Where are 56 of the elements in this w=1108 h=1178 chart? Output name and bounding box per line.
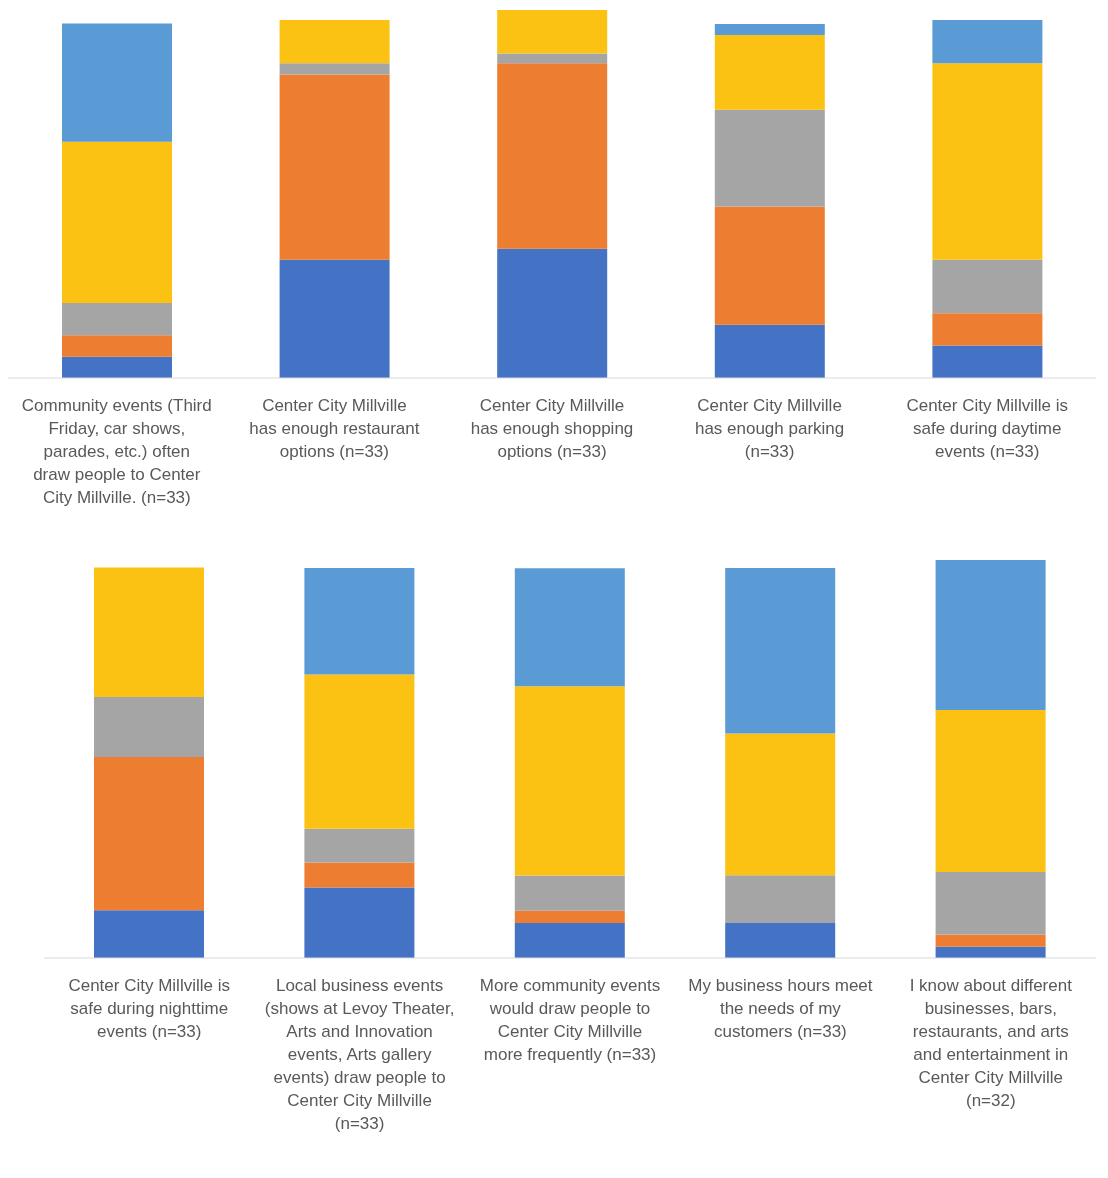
bar: [714, 206, 825, 325]
bar: [935, 934, 1046, 947]
bar: [932, 19, 1043, 64]
bar: [935, 560, 1046, 711]
bar: [94, 757, 204, 911]
bar: [935, 872, 1046, 935]
bar: [304, 887, 415, 958]
bar: [932, 313, 1043, 346]
bar: [725, 733, 836, 876]
bar: [714, 23, 825, 36]
bar: [514, 568, 625, 687]
bar: [935, 946, 1046, 958]
bar: [279, 259, 390, 378]
bar: [932, 345, 1043, 378]
x-tick-label: Community events (Third Friday, car shows, parades, etc.) often draw people to Center City Millville. (n=33): [21, 396, 212, 507]
bar: [514, 686, 625, 876]
x-tick-label: Center City Millville has enough restaurant options (n=33): [249, 396, 420, 461]
bar: [62, 141, 172, 303]
bar: [932, 63, 1043, 260]
bar: [935, 710, 1046, 873]
x-tick-label: I know about different businesses, bars, restaurants, and arts and entertainment in Center City Millville (n=32): [909, 976, 1073, 1110]
bar: [304, 567, 415, 675]
bar: [62, 23, 172, 142]
bar: [497, 248, 608, 378]
x-tick-label: Center City Millville is safe during nighttime events (n=33): [68, 976, 230, 1041]
bar: [714, 35, 825, 110]
bar: [725, 922, 836, 958]
bar: [514, 910, 625, 923]
bar: [62, 302, 172, 336]
bar: [514, 875, 625, 911]
bar: [714, 324, 825, 378]
bar: [304, 862, 415, 888]
bar: [279, 19, 390, 64]
bar: [497, 10, 608, 54]
bar: [62, 356, 172, 378]
bar: [94, 910, 204, 958]
x-tick-label: Center City Millville has enough parking (n=33): [694, 396, 845, 461]
bar: [94, 567, 204, 697]
x-tick-label: My business hours meet the needs of my customers (n=33): [688, 976, 873, 1041]
bar: [725, 567, 836, 734]
bar: [94, 696, 204, 758]
bar: [514, 922, 625, 958]
bar: [62, 335, 172, 357]
bar: [279, 74, 390, 260]
x-tick-label: More community events would draw people to Center City Millville more frequently (n=33): [479, 976, 661, 1064]
bar: [279, 63, 390, 75]
x-tick-label: Local business events (shows at Levoy Theater, Arts and Innovation events, Arts gallery events) draw people to Center City Millville (n=33): [264, 976, 455, 1133]
bar: [932, 259, 1043, 314]
bar: [497, 63, 608, 249]
x-tick-label: Center City Millville is safe during daytime events (n=33): [906, 396, 1068, 461]
x-tick-label: Center City Millville has enough shopping options (n=33): [470, 396, 634, 461]
bar: [304, 828, 415, 863]
bar: [714, 109, 825, 207]
bar: [497, 53, 608, 64]
bar: [725, 875, 836, 923]
bar: [304, 674, 415, 829]
